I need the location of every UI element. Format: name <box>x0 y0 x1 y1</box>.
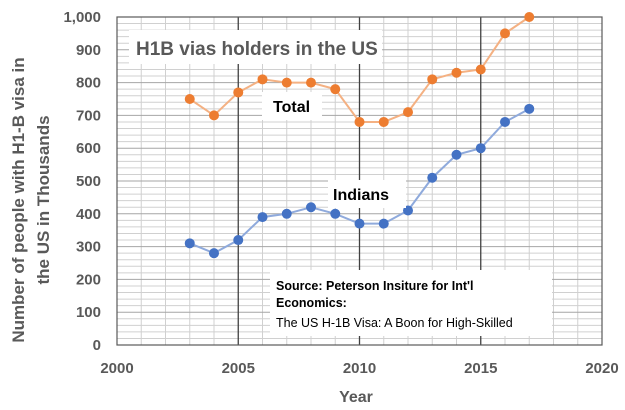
data-point <box>378 218 389 229</box>
data-point <box>257 212 268 223</box>
source-line1: Source: Peterson Insiture for Int'l <box>276 279 473 293</box>
source-line2: Economics: <box>276 296 347 310</box>
x-tick-label: 2020 <box>585 360 618 377</box>
total-series-label: Total <box>273 99 310 116</box>
data-point <box>209 248 219 259</box>
y-axis-title-line2: the US in Thousands <box>34 115 53 284</box>
data-point <box>378 116 389 127</box>
x-tick-label: 2005 <box>222 360 255 377</box>
data-point <box>281 208 292 219</box>
data-point <box>330 208 341 219</box>
x-axis-title: Year <box>339 389 373 406</box>
plot-border <box>116 16 603 346</box>
data-point <box>354 116 365 127</box>
y-axis-title-line1: Number of people with H1-B visa in <box>9 57 28 342</box>
total-label-box <box>262 92 322 120</box>
data-point <box>524 12 535 22</box>
y-axis-ticks: 0 100 200 300 400 500 600 700 800 900 1,000 <box>63 9 101 354</box>
y-tick-label: 500 <box>76 173 101 190</box>
data-point <box>427 172 438 183</box>
data-point <box>281 77 292 88</box>
data-point <box>451 67 462 78</box>
y-tick-label: 1,000 <box>63 9 101 26</box>
data-point <box>330 84 341 95</box>
y-tick-label: 600 <box>76 140 101 157</box>
data-point <box>354 218 365 229</box>
y-axis-title: Number of people with H1-B visa in the U… <box>9 57 53 342</box>
y-tick-label: 0 <box>93 337 101 354</box>
data-point <box>427 74 438 85</box>
series-total <box>184 12 535 127</box>
y-tick-label: 300 <box>76 239 101 256</box>
data-point <box>524 103 535 114</box>
x-axis-ticks: 2000 2005 2010 2015 2020 <box>100 360 618 377</box>
data-point <box>475 64 486 75</box>
data-point <box>257 74 268 85</box>
x-tick-label: 2010 <box>343 360 376 377</box>
chart-title-box <box>129 30 382 64</box>
source-line3: The US H-1B Visa: A Boon for High-Skille… <box>276 316 513 330</box>
data-point <box>306 202 316 213</box>
y-tick-label: 400 <box>76 206 101 223</box>
data-point <box>184 94 195 104</box>
data-point <box>403 205 413 216</box>
y-tick-label: 700 <box>76 107 101 124</box>
chart-title: H1B vias holders in the US <box>136 39 378 60</box>
x-tick-label: 2000 <box>100 360 133 377</box>
data-point <box>233 235 244 246</box>
y-tick-label: 200 <box>76 271 101 288</box>
data-point <box>306 77 316 88</box>
y-tick-label: 800 <box>76 75 101 92</box>
y-tick-label: 100 <box>76 304 101 321</box>
data-point <box>209 110 219 121</box>
indians-label-box <box>328 180 406 208</box>
indians-series-label: Indians <box>333 187 389 204</box>
data-point <box>451 149 462 160</box>
data-point <box>500 28 510 39</box>
data-point <box>500 116 510 127</box>
x-tick-label: 2015 <box>464 360 497 377</box>
series-indians <box>184 103 535 259</box>
data-point <box>184 238 195 249</box>
source-box <box>270 270 552 336</box>
y-tick-label: 900 <box>76 42 101 59</box>
data-point <box>403 107 413 118</box>
data-point <box>475 143 486 154</box>
data-point <box>233 87 244 98</box>
series-layer <box>184 12 535 259</box>
